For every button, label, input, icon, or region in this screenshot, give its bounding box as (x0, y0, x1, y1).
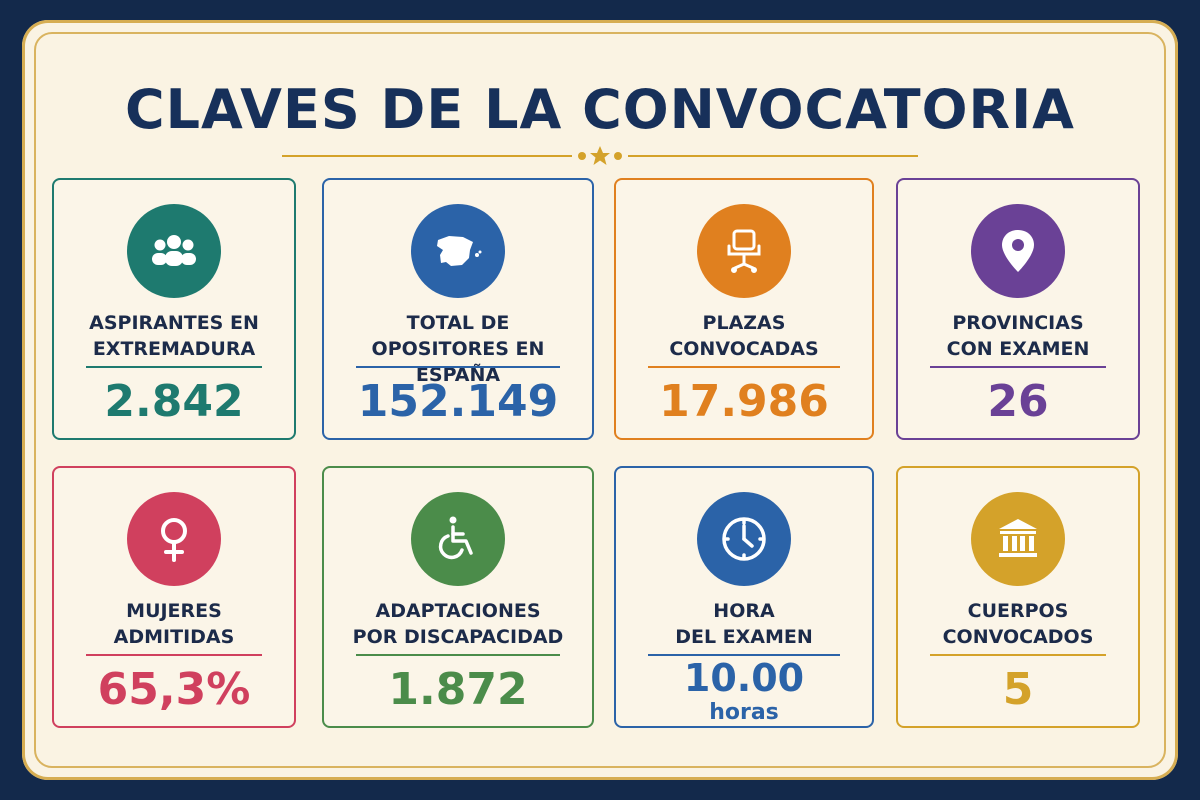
card-label: ASPIRANTES EN EXTREMADURA (89, 312, 259, 360)
card-label: MUJERES ADMITIDAS (113, 600, 235, 648)
divider (648, 366, 840, 368)
page-title: CLAVES DE LA CONVOCATORIA (125, 78, 1075, 141)
card-label: PROVINCIAS CON EXAMEN (946, 312, 1090, 360)
divider (930, 654, 1106, 656)
divider (86, 366, 262, 368)
card-label: ADAPTACIONES POR DISCAPACIDAD (352, 600, 564, 648)
infographic-frame: CLAVES DE LA CONVOCATORIA ASPIRANTES EN … (22, 20, 1178, 780)
spain-map-icon (411, 204, 505, 298)
card-value: 10.00 (683, 656, 805, 700)
card-provincias: PROVINCIAS CON EXAMEN 26 (896, 178, 1140, 440)
card-value: 1.872 (388, 664, 528, 715)
divider (930, 366, 1106, 368)
group-icon (127, 204, 221, 298)
female-symbol-icon (127, 492, 221, 586)
wheelchair-icon (411, 492, 505, 586)
card-label: PLAZAS CONVOCADAS (669, 312, 819, 360)
divider (86, 654, 262, 656)
clock-icon (697, 492, 791, 586)
institution-building-icon (971, 492, 1065, 586)
card-value: 65,3% (97, 664, 251, 715)
card-aspirantes: ASPIRANTES EN EXTREMADURA 2.842 (52, 178, 296, 440)
card-cuerpos: CUERPOS CONVOCADOS 5 (896, 466, 1140, 728)
card-total-opositores: TOTAL DE OPOSITORES EN ESPAÑA 152.149 (322, 178, 594, 440)
card-value-unit: horas (709, 700, 779, 725)
card-hora: HORA DEL EXAMEN 10.00 horas (614, 466, 874, 728)
card-value: 26 (987, 376, 1049, 427)
card-label: TOTAL DE OPOSITORES EN ESPAÑA (371, 312, 545, 386)
card-value: 2.842 (104, 376, 244, 427)
star-icon (590, 146, 610, 165)
card-value: 5 (1002, 664, 1034, 715)
card-label: HORA DEL EXAMEN (675, 600, 813, 648)
location-pin-icon (971, 204, 1065, 298)
divider (356, 366, 560, 368)
title-ornament (282, 146, 918, 165)
office-chair-icon (697, 204, 791, 298)
card-plazas: PLAZAS CONVOCADAS 17.986 (614, 178, 874, 440)
card-value: 152.149 (357, 376, 559, 427)
divider (356, 654, 560, 656)
card-mujeres: MUJERES ADMITIDAS 65,3% (52, 466, 296, 728)
divider (648, 654, 840, 656)
card-adaptaciones: ADAPTACIONES POR DISCAPACIDAD 1.872 (322, 466, 594, 728)
card-label: CUERPOS CONVOCADOS (942, 600, 1094, 648)
card-value: 17.986 (659, 376, 829, 427)
